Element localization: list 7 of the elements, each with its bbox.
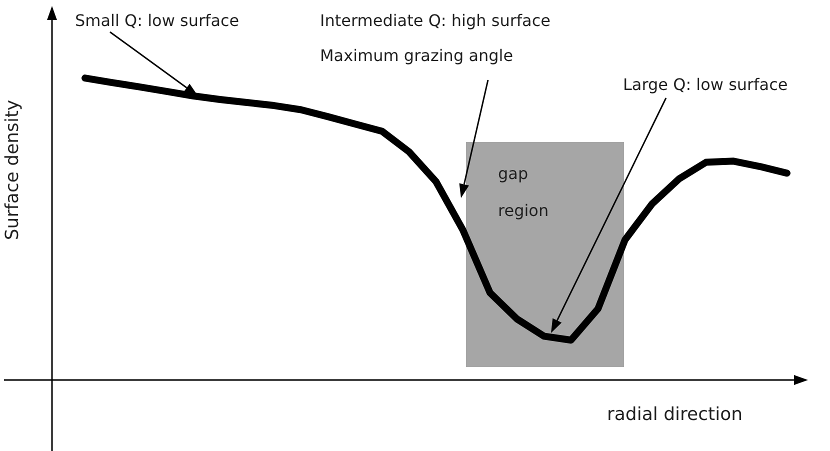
annotation: gap region	[498, 164, 549, 220]
y-axis-title: Surface density	[2, 100, 23, 240]
annotation: Large Q: low surface	[623, 75, 788, 94]
x-axis-title: radial direction	[607, 404, 742, 425]
text: Intermediate Q: high surface	[320, 11, 550, 30]
text: Small Q: low surface	[75, 11, 240, 30]
text: Maximum grazing angle	[320, 46, 514, 65]
